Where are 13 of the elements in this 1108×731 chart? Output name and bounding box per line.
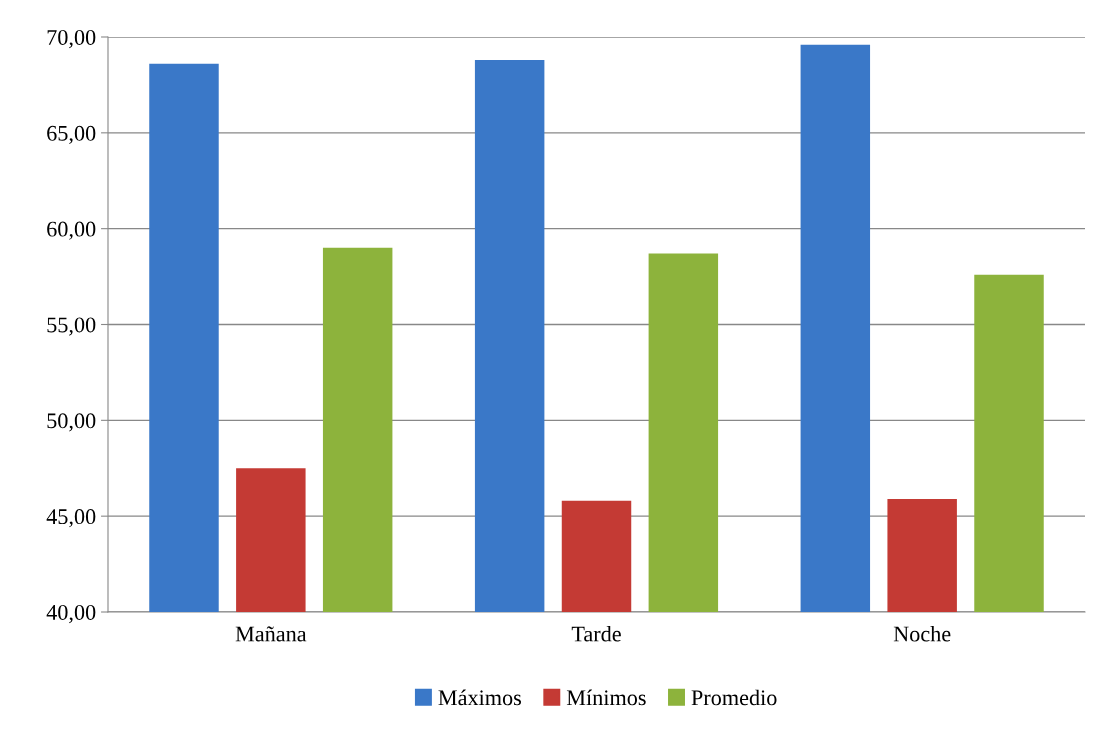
y-tick-label: 50,00 — [47, 413, 96, 432]
y-tick-label: 65,00 — [47, 125, 96, 144]
y-tick-label: 45,00 — [46, 509, 96, 528]
legend-label: Mínimos — [566, 689, 646, 706]
x-tick-label: Mañana — [235, 626, 307, 642]
y-tick-label: 60,00 — [47, 221, 96, 240]
x-tick-label: Tarde — [571, 625, 621, 642]
legend-label: Máximos — [438, 689, 521, 706]
y-tick-label: 40,00 — [46, 604, 96, 624]
legend-label: Promedio — [691, 689, 777, 706]
x-tick-label: Noche — [893, 625, 951, 642]
y-tick-label: 55,00 — [47, 317, 96, 336]
y-tick-label: 70,00 — [47, 29, 96, 49]
